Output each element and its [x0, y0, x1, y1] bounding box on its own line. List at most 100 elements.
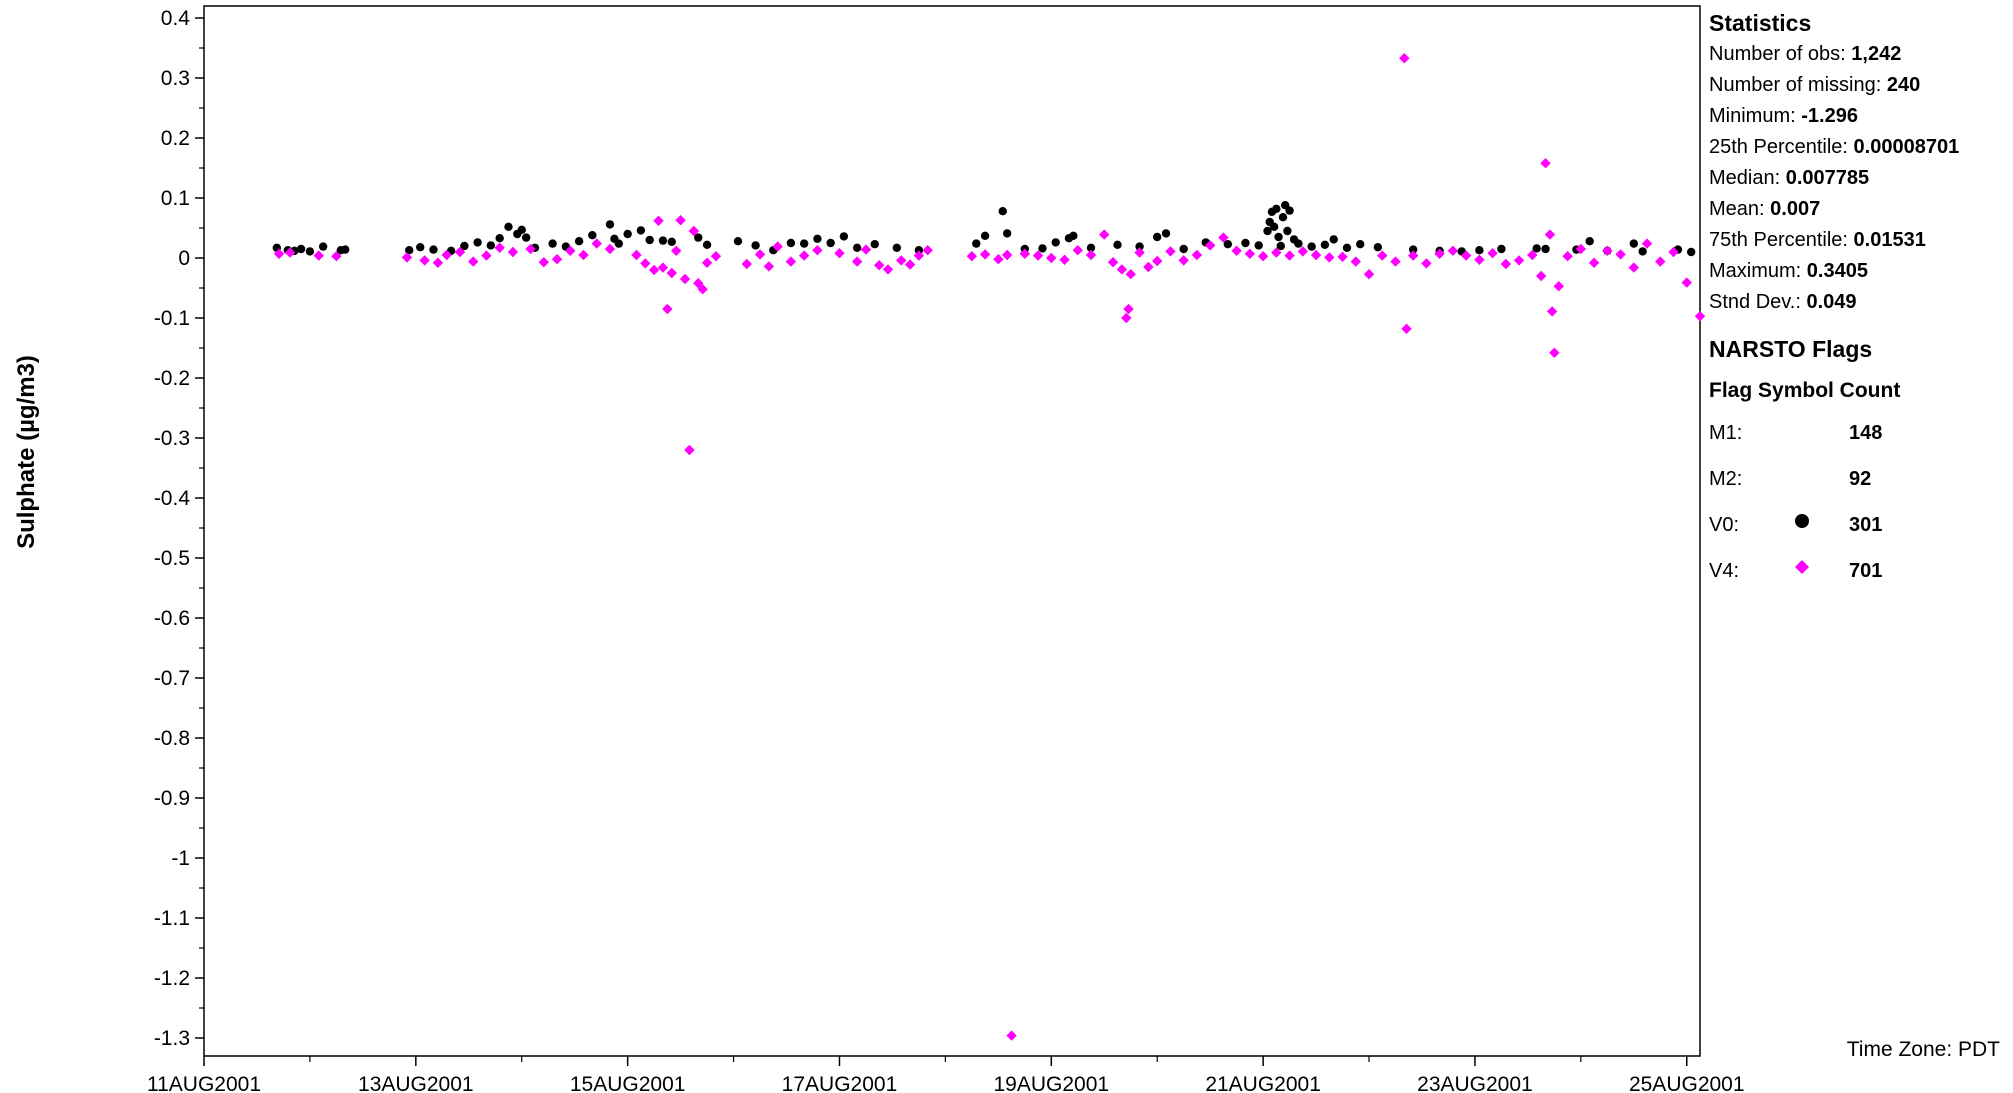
data-point-v4	[1257, 251, 1269, 262]
data-point-v0	[429, 245, 438, 254]
data-point-v0	[998, 207, 1007, 216]
statistic-label: 75th Percentile:	[1709, 229, 1854, 251]
data-point-v0	[1283, 226, 1292, 236]
flag-count: 301	[1849, 514, 1883, 536]
data-point-v4	[675, 215, 686, 226]
data-point-v4	[1085, 249, 1097, 261]
data-point-v0	[1276, 241, 1285, 251]
data-point-v4	[1602, 245, 1613, 256]
data-point-v4	[1191, 249, 1203, 261]
x-tick-label: 19AUG2001	[993, 1073, 1109, 1093]
data-point-v4	[494, 242, 505, 253]
flag-code: M2:	[1709, 468, 1743, 490]
data-point-v0	[813, 234, 822, 243]
data-point-v0	[521, 233, 531, 242]
data-point-v4	[1549, 347, 1560, 358]
plot-frame	[203, 5, 1701, 1057]
y-tick-label: -0.1	[154, 307, 190, 330]
data-point-v4	[1116, 264, 1128, 275]
data-point-v0	[1002, 229, 1012, 238]
data-point-v4	[653, 215, 664, 226]
statistic-row: Maximum: 0.3405	[1709, 256, 2009, 287]
data-point-v4	[670, 245, 682, 256]
data-point-v4	[1540, 158, 1551, 169]
timezone-label: Time Zone: PDT	[1846, 1038, 2000, 1061]
data-point-v0	[1038, 244, 1047, 253]
data-point-v4	[331, 251, 342, 262]
data-point-v4	[701, 257, 713, 268]
data-point-v4	[1019, 248, 1031, 259]
data-point-v0	[1342, 243, 1352, 252]
data-point-v0	[1307, 242, 1316, 251]
data-point-v0	[733, 237, 743, 246]
statistic-row: Number of missing: 240	[1709, 70, 2009, 101]
data-point-v4	[1407, 250, 1419, 261]
data-point-v0	[1585, 237, 1594, 246]
data-point-v4	[1284, 250, 1295, 261]
data-point-v4	[1487, 248, 1498, 259]
data-point-v0	[972, 239, 981, 248]
data-point-v4	[551, 254, 563, 265]
data-point-v4	[467, 256, 479, 267]
data-point-v4	[1562, 251, 1573, 262]
data-point-v0	[605, 220, 615, 229]
data-point-v0	[504, 222, 513, 231]
data-point-v4	[441, 249, 452, 261]
statistic-row: Minimum: -1.296	[1709, 101, 2009, 132]
statistic-value: 0.007	[1770, 198, 1821, 220]
data-point-v4	[1231, 245, 1242, 256]
y-tick-label: -1.2	[154, 967, 190, 990]
y-tick-label: 0.1	[161, 187, 190, 210]
data-point-v4	[860, 244, 872, 255]
data-point-v0	[517, 225, 526, 234]
data-point-v0	[486, 241, 496, 250]
data-point-v4	[1297, 246, 1309, 257]
data-point-v4	[834, 248, 845, 259]
flag-count: 701	[1849, 560, 1883, 582]
flag-row: M2: 92	[1709, 452, 2009, 498]
flag-table: M1: 148 M2: 92 V0: 301 V4: 701	[1709, 406, 2009, 590]
data-point-v4	[772, 241, 783, 252]
data-point-v4	[688, 225, 700, 237]
data-point-v4	[604, 243, 616, 255]
x-axis: 11AUG2001 13AUG2001 15AUG2001 17AUG2001 19AU…	[147, 1056, 1745, 1093]
data-point-v4	[913, 250, 925, 261]
y-tick-label: -0.4	[154, 487, 191, 510]
data-point-v4	[1434, 248, 1445, 259]
data-point-v4	[1474, 254, 1485, 265]
data-point-v4	[1310, 249, 1322, 261]
y-tick-label: -0.8	[154, 727, 190, 750]
data-point-v4	[993, 254, 1004, 265]
x-tick-label: 25AUG2001	[1629, 1073, 1745, 1093]
data-point-v4	[851, 256, 863, 267]
data-point-v4	[1377, 250, 1388, 261]
data-point-v4	[1204, 240, 1216, 251]
data-point-v4	[812, 245, 823, 256]
data-point-v0	[1329, 235, 1338, 244]
statistics-panel: Statistics Number of obs: 1,242 Number of…	[1709, 8, 2009, 590]
data-point-v4	[1421, 258, 1432, 269]
data-point-v4	[882, 264, 894, 275]
data-point-v0	[1254, 241, 1263, 250]
statistic-label: Maximum:	[1709, 260, 1807, 282]
data-point-v4	[684, 444, 695, 456]
flag-row: V4: 701	[1709, 544, 2009, 590]
data-point-v4	[1046, 252, 1057, 264]
data-point-v0	[1497, 244, 1506, 254]
data-point-v0	[786, 238, 796, 248]
statistic-row: Mean: 0.007	[1709, 194, 2009, 225]
data-point-v0	[1223, 240, 1233, 249]
y-tick-label: 0.4	[161, 7, 191, 30]
data-point-v4	[1121, 312, 1132, 324]
data-point-v4	[1006, 1030, 1017, 1041]
x-tick-label: 15AUG2001	[570, 1073, 686, 1093]
data-point-v4	[1123, 303, 1134, 315]
data-point-v0	[1408, 245, 1418, 254]
x-tick-label: 13AUG2001	[358, 1073, 474, 1093]
data-point-v4	[662, 303, 673, 315]
statistic-value: 1,242	[1851, 43, 1902, 65]
statistic-row: 25th Percentile: 0.00008701	[1709, 132, 2009, 163]
data-point-v4	[741, 258, 752, 270]
statistic-value: 240	[1886, 74, 1921, 96]
